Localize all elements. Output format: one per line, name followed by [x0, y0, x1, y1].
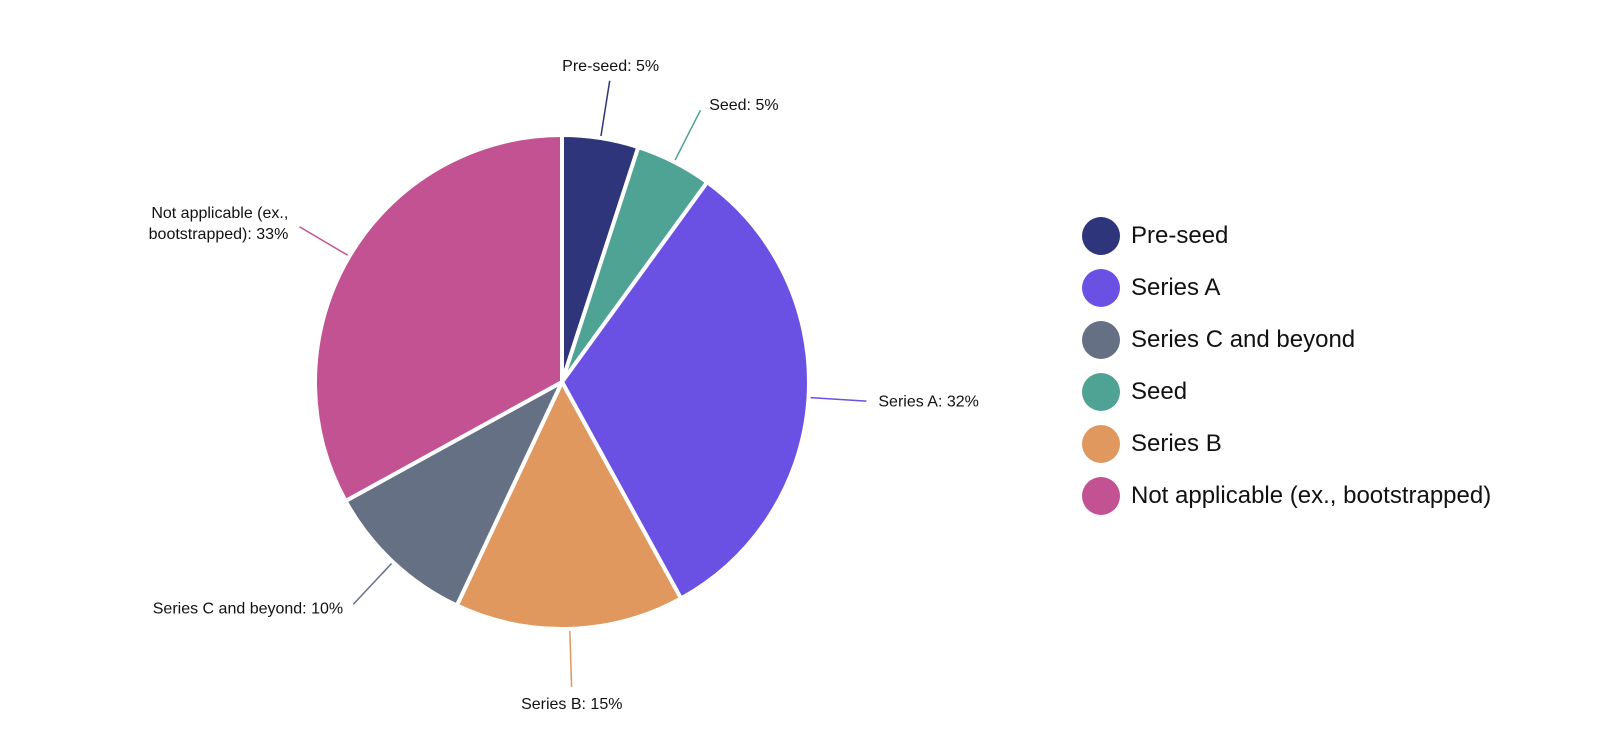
leader-line-series-b: [569, 630, 573, 687]
legend-swatch-series-b: [1082, 425, 1120, 463]
legend-label-series-b: Series B: [1131, 430, 1222, 457]
legend-label-not-applicable: Not applicable (ex., bootstrapped): [1131, 482, 1492, 509]
legend-swatch-not-applicable: [1082, 477, 1120, 515]
pie-slice-not-applicable-ex-bootstrapped: [313, 133, 564, 503]
pie-slice-series-b: [454, 380, 683, 631]
slice-label-series-b: Series B: 15%: [521, 696, 622, 713]
legend-label-series-a: Series A: [1131, 274, 1221, 301]
chart-legend: Pre-seed Series A Series C and beyond Se…: [1082, 216, 1491, 528]
leader-line-not-applicable-ex-bootstrapped: [299, 226, 349, 256]
legend-item-series-c-and-beyond: Series C and beyond: [1082, 320, 1491, 360]
legend-label-series-c-and-beyond: Series C and beyond: [1131, 326, 1356, 353]
legend-swatch-pre-seed: [1082, 217, 1120, 255]
legend-swatch-series-a: [1082, 269, 1120, 307]
legend-item-pre-seed: Pre-seed: [1082, 216, 1491, 256]
leader-line-series-a: [810, 396, 867, 402]
legend-item-not-applicable: Not applicable (ex., bootstrapped): [1082, 476, 1491, 516]
legend-swatch-seed: [1082, 373, 1120, 411]
leader-line-series-c-and-beyond: [352, 562, 393, 605]
leader-line-seed: [674, 109, 702, 161]
legend-swatch-series-c-and-beyond: [1082, 321, 1120, 359]
pie-slice-series-c-and-beyond: [343, 380, 564, 608]
slice-label-seed: Seed: 5%: [709, 97, 778, 114]
leader-line-pre-seed: [600, 80, 611, 137]
legend-item-series-b: Series B: [1082, 424, 1491, 464]
legend-item-series-a: Series A: [1082, 268, 1491, 308]
pie-slice-series-a: [560, 180, 811, 601]
slice-label-pre-seed: Pre-seed: 5%: [562, 58, 659, 75]
slice-label-not-applicable-ex-bootstrapped: Not applicable (ex., bootstrapped): 33%: [149, 205, 289, 243]
legend-label-pre-seed: Pre-seed: [1131, 222, 1229, 249]
legend-label-seed: Seed: [1131, 378, 1188, 405]
legend-item-seed: Seed: [1082, 372, 1491, 412]
slice-label-series-a: Series A: 32%: [878, 394, 979, 411]
slice-label-series-c-and-beyond: Series C and beyond: 10%: [153, 601, 343, 618]
